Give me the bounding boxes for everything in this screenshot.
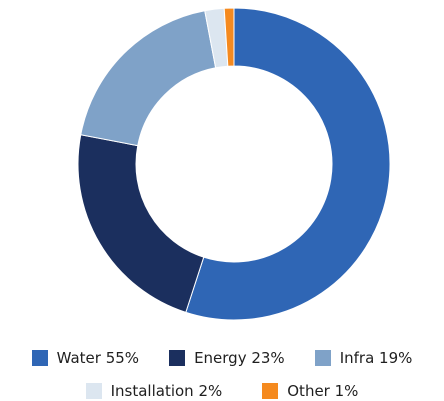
- legend-item-infra: Infra 19%: [314, 348, 413, 368]
- legend-item-other: Other 1%: [262, 381, 358, 401]
- legend-swatch-installation: [85, 383, 102, 399]
- donut-slice-infra: [80, 10, 217, 147]
- donut-slice-other: [223, 7, 235, 67]
- legend-label-installation: Installation 2%: [110, 382, 223, 400]
- donut-slice-energy: [77, 134, 205, 313]
- donut-chart-svg: [77, 7, 391, 321]
- donut-chart: [77, 7, 391, 321]
- legend-item-energy: Energy 23%: [169, 348, 285, 368]
- legend-item-water: Water 55%: [31, 348, 140, 368]
- legend-item-installation: Installation 2%: [85, 381, 223, 401]
- legend-swatch-other: [262, 383, 279, 399]
- legend-label-infra: Infra 19%: [339, 349, 413, 367]
- donut-slice-water: [185, 7, 391, 321]
- legend-label-energy: Energy 23%: [194, 349, 285, 367]
- legend-label-water: Water 55%: [56, 349, 140, 367]
- legend-row-2: Installation 2% Other 1%: [0, 381, 444, 401]
- legend-swatch-water: [31, 350, 48, 366]
- legend-label-other: Other 1%: [287, 382, 359, 400]
- legend-swatch-energy: [169, 350, 186, 366]
- legend-swatch-infra: [314, 350, 331, 366]
- legend-row-1: Water 55% Energy 23% Infra 19%: [0, 348, 444, 368]
